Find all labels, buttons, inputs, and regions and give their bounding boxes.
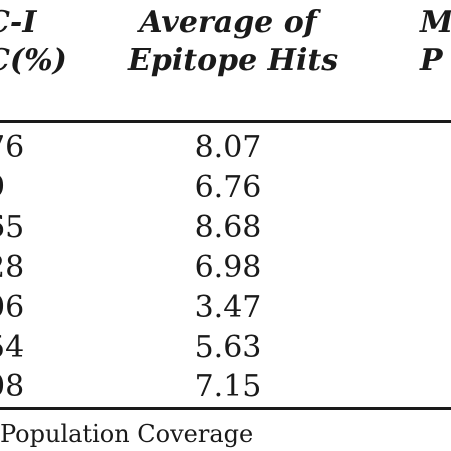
row-5-col-1: 06 xyxy=(0,290,25,325)
footnote: Population Coverage xyxy=(0,420,254,448)
row-7-col-2: 7.15 xyxy=(194,369,262,404)
row-5-col-2: 3.47 xyxy=(194,290,262,325)
row-6-col-2: 5.63 xyxy=(194,330,262,365)
row-4-col-2: 6.98 xyxy=(194,250,262,285)
header-col-2-line-1: Average of xyxy=(139,5,317,40)
header-col-3: M P xyxy=(420,4,451,80)
header-col-1-line-1: C-I xyxy=(0,5,37,40)
row-1-col-1: 76 xyxy=(0,130,25,165)
row-3-col-1: 65 xyxy=(0,210,25,245)
row-2-col-1: 9 xyxy=(0,172,5,204)
header-col-1-line-2: C(%) xyxy=(0,43,67,78)
row-3-col-2: 8.68 xyxy=(194,210,262,245)
row-7-col-1: 08 xyxy=(0,369,25,404)
row-4-col-1: 28 xyxy=(0,250,25,285)
row-1-col-2: 8.07 xyxy=(194,130,262,165)
bottom-rule xyxy=(0,407,451,410)
header-rule xyxy=(0,120,451,123)
header-col-1: C-I C(%) xyxy=(0,4,67,80)
header-col-2-line-2: Epitope Hits xyxy=(128,43,339,78)
row-6-col-1: 54 xyxy=(0,330,25,365)
row-2-col-2: 6.76 xyxy=(194,170,262,205)
header-col-2: Average of Epitope Hits xyxy=(128,4,339,80)
header-col-3-line-2: P xyxy=(420,43,443,78)
header-col-3-line-1: M xyxy=(420,5,451,40)
